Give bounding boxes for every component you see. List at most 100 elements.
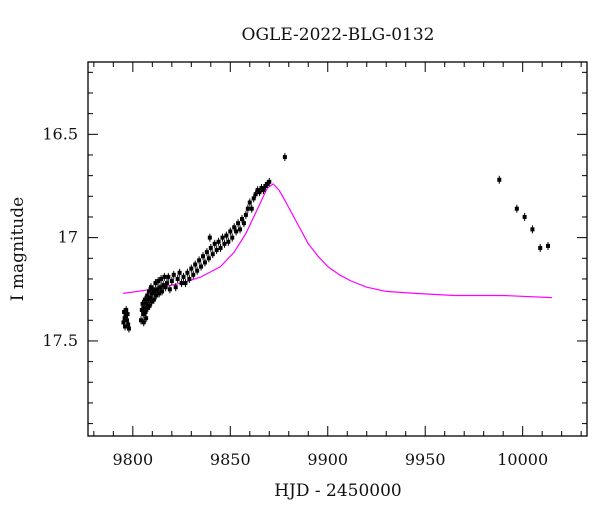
data-point [181, 272, 186, 281]
data-point [267, 177, 272, 186]
data-point [282, 153, 287, 162]
point-marker [189, 266, 194, 271]
data-point [185, 268, 190, 277]
point-marker [208, 245, 213, 250]
point-marker [247, 200, 252, 205]
point-marker [156, 279, 161, 284]
chart-title: OGLE-2022-BLG-0132 [242, 25, 435, 45]
point-marker [124, 307, 129, 312]
point-marker [255, 188, 260, 193]
point-marker [220, 235, 225, 240]
point-marker [124, 318, 129, 323]
data-point [183, 279, 188, 288]
point-marker [234, 229, 239, 234]
point-marker [183, 281, 188, 286]
data-point [157, 289, 162, 298]
point-marker [259, 186, 264, 191]
point-marker [216, 239, 221, 244]
point-marker [257, 190, 262, 195]
data-point [249, 204, 254, 213]
model-curve-layer [123, 183, 552, 299]
point-marker [179, 281, 184, 286]
point-marker [222, 241, 227, 246]
point-marker [142, 297, 147, 302]
data-point [243, 210, 248, 219]
y-tick-label: 17.5 [42, 331, 78, 350]
point-marker [195, 268, 200, 273]
point-marker [267, 179, 272, 184]
point-marker [175, 276, 180, 281]
point-marker [199, 264, 204, 269]
data-point [230, 233, 235, 242]
data-point [228, 227, 233, 236]
point-marker [122, 316, 127, 321]
point-marker [161, 283, 166, 288]
point-marker [236, 221, 241, 226]
point-marker [226, 239, 231, 244]
data-point [123, 322, 128, 331]
point-marker [530, 227, 535, 232]
data-point [204, 248, 209, 257]
data-point [125, 310, 130, 319]
point-marker [177, 270, 182, 275]
point-marker [204, 250, 209, 255]
data-point [222, 239, 227, 248]
point-marker [171, 272, 176, 277]
data-point [161, 281, 166, 290]
point-marker [146, 297, 151, 302]
point-marker [282, 155, 287, 160]
point-marker [154, 293, 159, 298]
point-marker [243, 212, 248, 217]
data-point [207, 233, 212, 242]
data-point [160, 287, 165, 296]
point-marker [522, 214, 527, 219]
tick-labels-layer: 9800 9850 9900 9950 10000 16.5 17 17.5 [42, 124, 548, 469]
point-marker [151, 287, 156, 292]
data-point [206, 254, 211, 263]
point-marker [169, 279, 174, 284]
point-marker [125, 312, 130, 317]
point-marker [265, 181, 270, 186]
point-marker [251, 196, 256, 201]
point-marker [546, 243, 551, 248]
point-marker [142, 305, 147, 310]
model-curve-line [123, 183, 552, 299]
point-marker [144, 301, 149, 306]
data-point [224, 231, 229, 240]
point-marker [153, 281, 158, 286]
point-marker [140, 301, 145, 306]
data-point [173, 283, 178, 292]
point-marker [187, 276, 192, 281]
data-point [189, 264, 194, 273]
x-tick-label: 9850 [210, 450, 251, 469]
point-marker [214, 248, 219, 253]
point-marker [126, 326, 131, 331]
point-marker [193, 262, 198, 267]
point-marker [158, 285, 163, 290]
data-point [162, 272, 167, 281]
data-point [538, 243, 543, 252]
point-marker [261, 188, 266, 193]
x-axis-label: HJD - 2450000 [274, 481, 402, 501]
x-tick-label: 9950 [405, 450, 446, 469]
point-marker [122, 310, 127, 315]
data-point [139, 316, 144, 325]
data-point [238, 225, 243, 234]
x-tick-label: 10000 [497, 450, 548, 469]
data-point [154, 291, 159, 300]
data-point [141, 318, 146, 327]
point-marker [143, 310, 148, 315]
point-marker [148, 285, 153, 290]
data-point [171, 270, 176, 279]
data-point [214, 246, 219, 255]
data-points-layer [121, 153, 551, 333]
point-marker [210, 252, 215, 257]
data-point [514, 204, 519, 213]
point-marker [197, 258, 202, 263]
data-point [216, 237, 221, 246]
point-marker [167, 287, 172, 292]
data-point [143, 308, 148, 317]
point-marker [163, 285, 168, 290]
data-point [212, 239, 217, 248]
point-marker [497, 177, 502, 182]
